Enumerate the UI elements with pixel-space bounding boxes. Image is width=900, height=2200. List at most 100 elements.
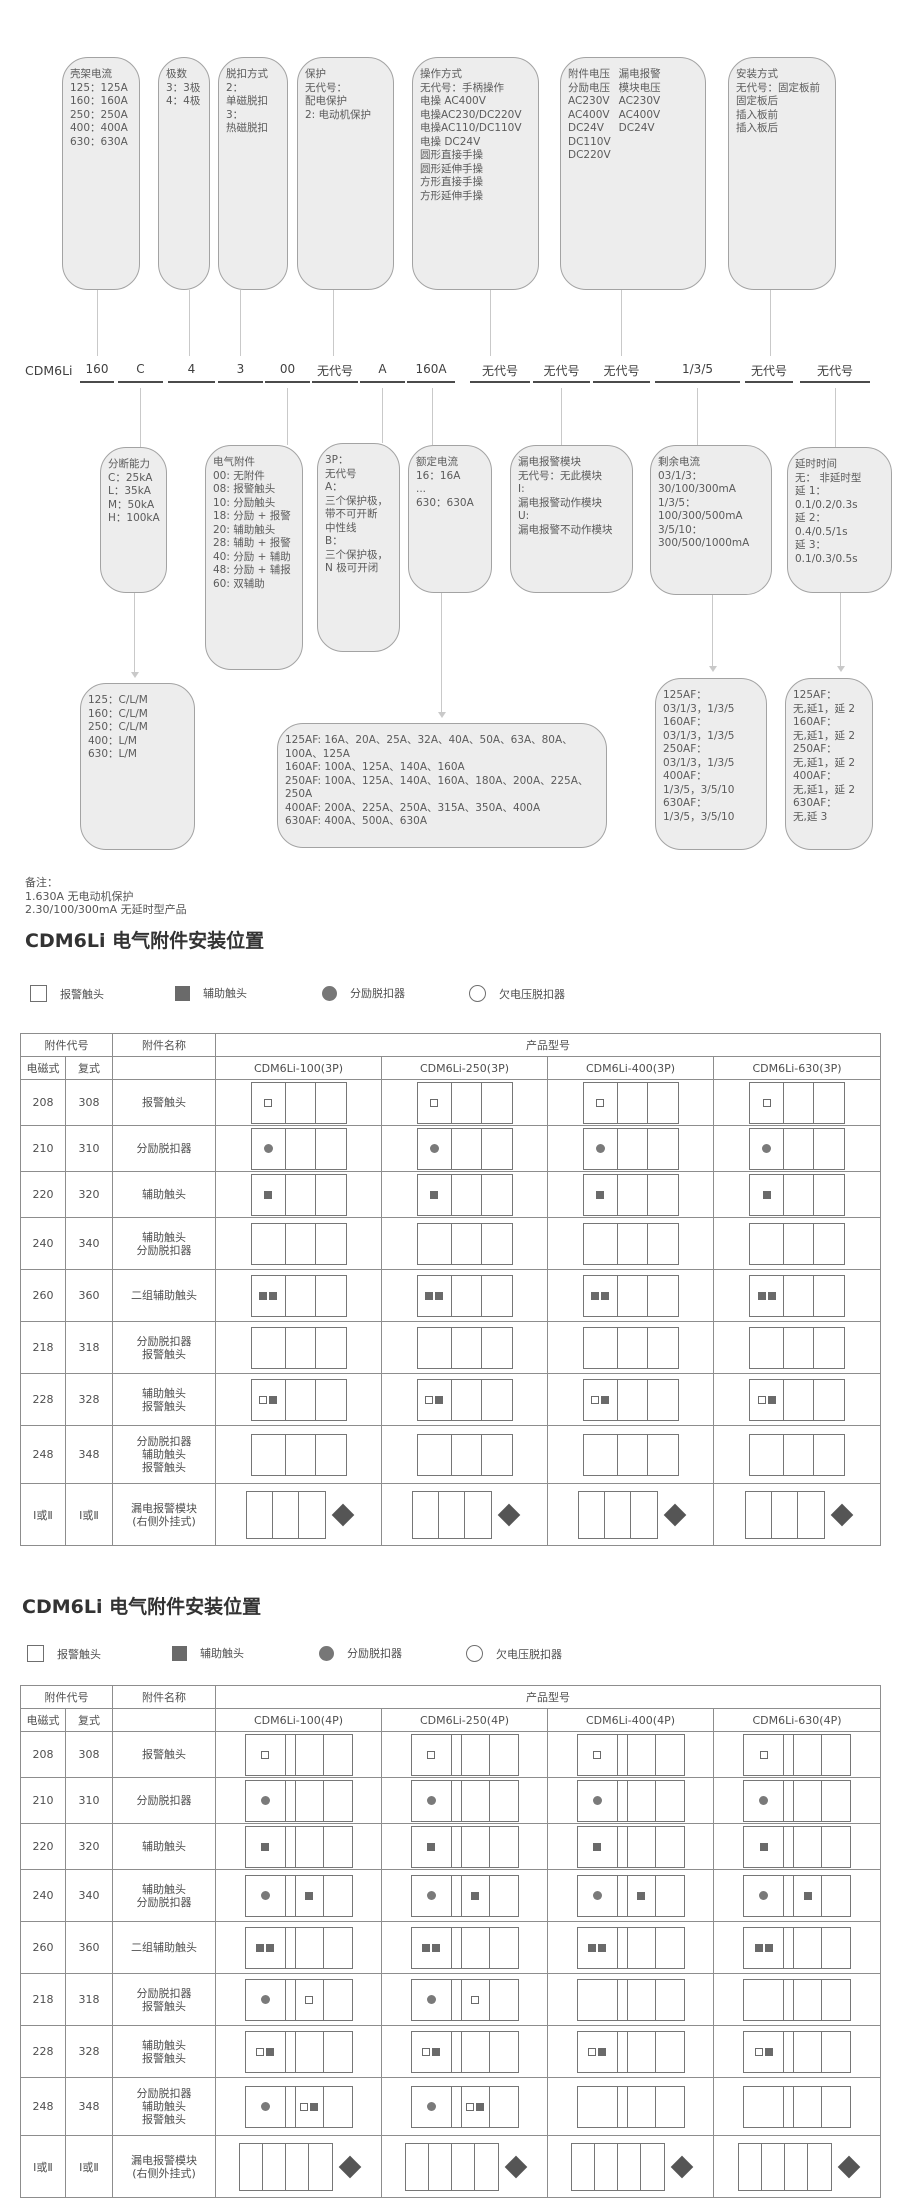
breaker-position-box <box>582 1081 679 1124</box>
pole-compartment <box>605 1491 631 1538</box>
pole-compartment <box>299 1492 325 1538</box>
accessory-name-line: 辅助触头 <box>142 1188 186 1201</box>
position-cell-content <box>715 1173 880 1216</box>
accessory-position-table-4p: 附件代号 附件名称 产品型号 电磁式 复式 CDM6Li-100(4P) CDM6Li-25… <box>20 1685 881 2198</box>
legend-item-circ_open: 欠电压脱扣器 <box>466 1645 562 1662</box>
pole-compartment <box>452 1275 482 1316</box>
pole-compartment <box>750 1379 784 1420</box>
pole-compartment <box>618 1826 628 1867</box>
pole-compartment <box>465 1492 491 1538</box>
spec-line: 分断能力 <box>108 458 150 470</box>
breaker-position-box <box>749 1127 845 1170</box>
pole-compartment <box>572 2143 595 2190</box>
model-code-segment: A <box>360 362 405 383</box>
pole-compartment <box>648 1129 678 1169</box>
accessory-name-cell: 分励脱扣器 辅助触头 报警触头 <box>112 2077 216 2136</box>
spec-box-column: 附件电压 分励电压 AC230V AC400V DC24V DC110V DC220V <box>568 68 611 163</box>
accessory-name-cell: 辅助触头 <box>112 1171 216 1218</box>
pole-compartment <box>316 1129 346 1169</box>
auxiliary-contact-symbol <box>601 1395 609 1404</box>
position-cell-content <box>217 1274 381 1317</box>
pole-compartment <box>286 1780 296 1821</box>
electromagnetic-code-cell: 220 <box>20 1823 66 1870</box>
spec-line: 250：C/L/M <box>88 721 148 733</box>
position-cell <box>381 1217 548 1270</box>
pole-compartment <box>462 1875 490 1916</box>
pole-compartment <box>618 1927 628 1968</box>
position-cell-content <box>217 1081 381 1124</box>
auxiliary-contact-symbol <box>266 1943 274 1952</box>
breaker-position-box <box>416 1378 513 1421</box>
spec-line: 125：125A <box>70 81 128 94</box>
spec-line: 无,延1，延 2 <box>793 783 856 796</box>
accessory-name-line: 二组辅助触头 <box>131 1941 197 1954</box>
auxiliary-contact-symbol <box>432 2047 440 2056</box>
pole-compartment <box>286 1979 296 2020</box>
accessory-name-line: 漏电报警模块 <box>131 2153 197 2167</box>
pole-compartment <box>452 2031 462 2072</box>
alarm-contact-symbol <box>759 1750 768 1759</box>
pole-compartment <box>584 1379 618 1420</box>
pole-compartment <box>628 1927 656 1968</box>
compound-code-cell: 340 <box>65 1217 113 1270</box>
position-cell <box>713 1921 881 1974</box>
pole-compartment <box>252 1275 286 1316</box>
pole-compartment <box>452 2086 462 2127</box>
accessory-name-line: 辅助触头 <box>142 2100 186 2113</box>
position-cell-content <box>383 1779 547 1822</box>
pole-compartment <box>762 2143 785 2190</box>
subcolumn-header: 电磁式 <box>20 1056 66 1080</box>
compound-code-cell: Ⅰ或Ⅱ <box>65 2135 113 2198</box>
shunt-release-symbol <box>426 1995 436 2004</box>
auxiliary-contact-symbol <box>754 1943 763 1952</box>
compound-code-cell: 360 <box>65 1269 113 1322</box>
spec-line: 漏电报警动作模块 <box>518 496 602 509</box>
spec-line: 125AF： <box>663 689 707 701</box>
compound-code-cell: 308 <box>65 1731 113 1778</box>
product-header: CDM6Li-100(4P) <box>215 1708 382 1732</box>
pole-compartment <box>814 1083 844 1123</box>
position-cell <box>547 1171 714 1218</box>
pole-compartment <box>656 1735 684 1775</box>
pole-compartment <box>324 1781 352 1821</box>
pole-compartment <box>240 2143 263 2190</box>
breaker-position-box <box>743 1733 851 1776</box>
model-code-segment: 160 <box>80 362 114 383</box>
accessory-name-line: 分励脱扣器 <box>136 1142 192 1155</box>
breaker-position-box <box>576 2030 685 2073</box>
spec-box-rated-current: 额定电流 16：16A... 630：630A <box>408 445 492 593</box>
electromagnetic-code-cell: 240 <box>20 1869 66 1922</box>
pole-compartment <box>618 1734 628 1775</box>
auxiliary-contact-symbol <box>264 1190 272 1199</box>
table-row-leakage-module: Ⅰ或Ⅱ Ⅰ或Ⅱ 漏电报警模块 (右侧外挂式) <box>20 2135 881 2198</box>
model-code-segment: 3 <box>218 362 263 383</box>
spec-line: 电气附件 <box>213 456 255 468</box>
position-cell <box>215 2025 382 2078</box>
pole-compartment <box>628 2086 656 2127</box>
accessory-name-line: 辅助触头 <box>142 2038 186 2052</box>
position-cell <box>547 1483 714 1546</box>
pole-compartment <box>628 1780 656 1821</box>
auxiliary-contact-symbol <box>591 1291 599 1300</box>
pole-compartment <box>462 2031 490 2072</box>
shunt-release-symbol <box>426 1891 436 1900</box>
auxiliary-contact-symbol <box>269 1395 277 1404</box>
spec-line: 250AF: 100A、125A、140A、160A、180A、200A、225… <box>285 774 589 801</box>
breaker-position-box <box>749 1274 845 1317</box>
column-header: 产品型号 <box>215 1033 881 1057</box>
pole-compartment <box>798 1492 824 1538</box>
spec-line: DC110V <box>568 135 611 148</box>
pole-compartment <box>296 1875 324 1916</box>
position-cell-content <box>383 1433 547 1476</box>
spec-box-poles: 极数 3：3极 4：4极 <box>158 57 210 290</box>
position-cell-content <box>715 1926 880 1969</box>
spec-line: DC24V <box>618 122 655 134</box>
accessory-name-line: 分励脱扣器 <box>136 1794 192 1807</box>
pole-compartment <box>418 1223 452 1264</box>
breaker-position-box <box>250 1222 347 1265</box>
pole-compartment <box>412 1826 452 1867</box>
model-code-segment: 无代号 <box>800 362 870 383</box>
breaker-position-box <box>416 1222 513 1265</box>
spec-line: 0.1/0.2/0.3s <box>795 498 858 511</box>
position-cell <box>215 1079 382 1126</box>
